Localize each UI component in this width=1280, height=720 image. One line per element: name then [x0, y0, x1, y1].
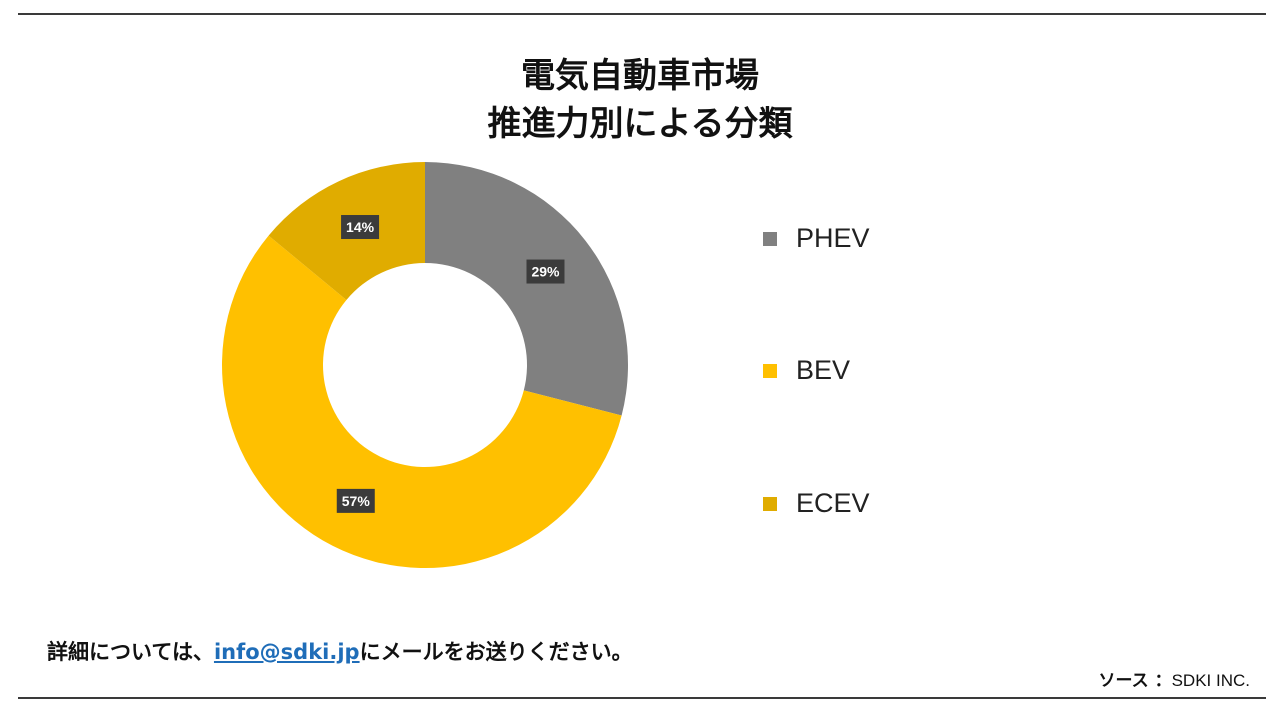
chart-title-line2: 推進力別による分類 — [487, 104, 793, 144]
legend-label-phev: PHEV — [796, 223, 870, 253]
source-note: ソース ：SDKI INC. — [1099, 666, 1250, 691]
source-value: SDKI INC. — [1171, 671, 1250, 690]
contact-note: 詳細については、info@sdki.jpにメールをお送りください。 — [47, 636, 633, 666]
data-label-box — [341, 215, 380, 240]
contact-email-link[interactable]: info@sdki.jp — [213, 640, 360, 664]
contact-prefix: 詳細については、 — [47, 640, 214, 664]
chart-title: 電気自動車市場 推進力別による分類 — [0, 52, 1280, 148]
legend-label-ecev: ECEV — [796, 488, 870, 518]
legend-swatch-bev — [763, 363, 777, 378]
data-label-box — [336, 488, 375, 513]
contact-suffix: にメールをお送りください。 — [359, 640, 633, 664]
chart-title-line1: 電気自動車市場 — [521, 56, 759, 96]
legend-label-bev: BEV — [796, 355, 851, 385]
data-label-text: 29% — [531, 264, 560, 280]
bottom-divider — [18, 697, 1266, 699]
legend-swatch-ecev — [763, 496, 777, 511]
top-divider — [18, 13, 1266, 15]
data-label-box — [526, 259, 565, 284]
data-label-text: 57% — [342, 493, 371, 509]
data-label-text: 14% — [346, 219, 375, 235]
legend-swatch-phev — [763, 231, 777, 246]
data-label-ecev: 14% — [341, 215, 380, 240]
source-key: ソース ： — [1098, 671, 1172, 691]
donut-slice-bev — [221, 235, 622, 569]
data-label-bev: 57% — [336, 488, 375, 513]
data-label-phev: 29% — [526, 259, 565, 284]
legend-item-ecev: ECEV — [763, 488, 870, 519]
donut-slice-phev — [425, 162, 628, 416]
legend-item-phev: PHEV — [763, 223, 870, 254]
legend-item-bev: BEV — [763, 355, 850, 386]
